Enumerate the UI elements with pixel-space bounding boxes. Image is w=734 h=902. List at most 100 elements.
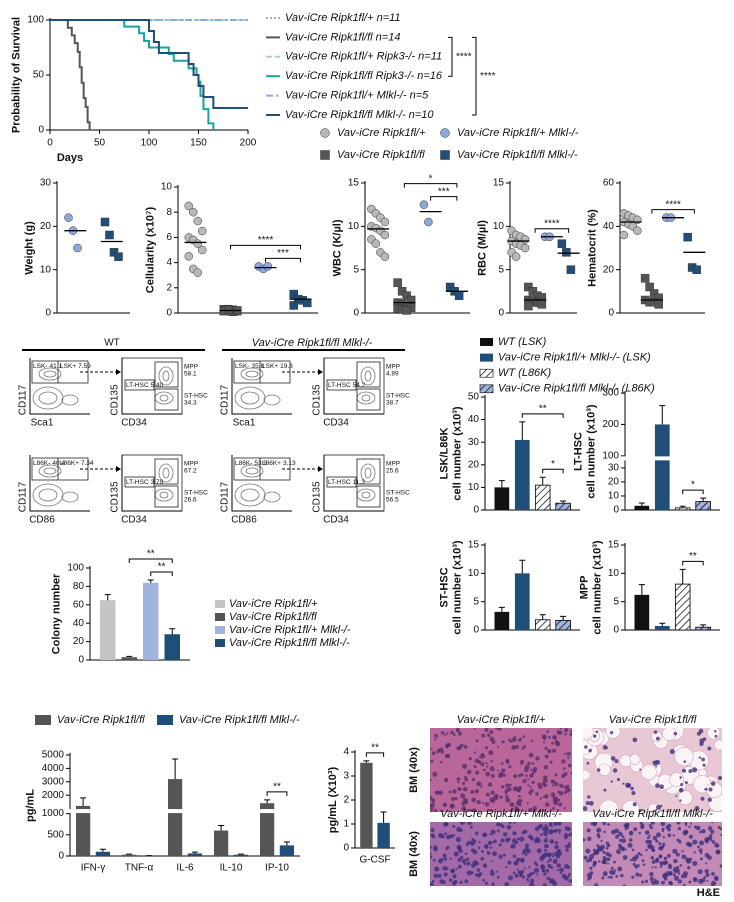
y-tick-label: 2000: [42, 790, 65, 801]
nucleus: [648, 844, 653, 849]
gate-label: 67.2: [184, 468, 197, 475]
nucleus: [615, 834, 620, 839]
nucleus: [476, 873, 482, 878]
nucleus: [547, 853, 551, 857]
nucleus: [557, 822, 562, 826]
contour: [38, 488, 58, 502]
nucleus: [553, 822, 558, 826]
nucleus: [598, 860, 601, 863]
gate-label: L86K+ 7.34: [60, 460, 94, 467]
significance-label: ****: [258, 235, 274, 246]
nucleus: [701, 757, 705, 762]
data-point: [511, 252, 521, 261]
nucleus: [559, 871, 563, 875]
y-axis-label: CD135: [110, 481, 121, 513]
nucleus: [513, 774, 518, 779]
legend-label: Vav-iCre Ripk1fl/+ Ripk3-/- n=11: [285, 51, 442, 63]
nucleus: [547, 863, 552, 868]
nucleus: [607, 823, 610, 826]
gate-label: 5.40: [151, 382, 164, 389]
error-bar: [679, 505, 686, 508]
nucleus: [529, 773, 534, 778]
nucleus: [444, 753, 449, 759]
nucleus: [634, 854, 639, 860]
nucleus: [549, 760, 553, 764]
nucleus: [430, 759, 434, 764]
data-point: [371, 239, 381, 248]
nucleus: [518, 794, 521, 798]
nucleus: [610, 756, 616, 761]
nucleus: [621, 838, 627, 844]
nucleus: [489, 766, 495, 772]
y-tick-label: 200: [602, 419, 619, 430]
legend-label: Vav-iCre Ripk1fl/fl Mlkl-/- n=10: [285, 109, 434, 121]
x-tick-label: 150: [190, 138, 207, 149]
nucleus: [478, 760, 481, 763]
nucleus: [613, 860, 616, 864]
nucleus: [529, 785, 532, 788]
nucleus: [504, 791, 508, 795]
nucleus: [513, 735, 516, 738]
data-point: [109, 248, 119, 257]
significance-bracket: [265, 257, 301, 263]
significance-label: ****: [544, 218, 560, 229]
significance-bracket: [534, 228, 570, 233]
nucleus: [658, 842, 662, 846]
nucleus: [563, 875, 569, 881]
nucleus: [630, 786, 634, 791]
y-axis-label: Weight (g): [23, 221, 35, 275]
y-tick-label: 0: [166, 308, 172, 319]
nucleus: [706, 879, 709, 882]
nucleus: [588, 748, 592, 753]
y-axis-label: CD117: [220, 384, 231, 415]
legend-marker: [440, 128, 450, 138]
bar: [494, 611, 510, 630]
nucleus: [440, 750, 445, 754]
nucleus: [524, 852, 528, 856]
nucleus: [685, 841, 691, 847]
data-point: [683, 232, 692, 242]
x-tick-label: 50: [94, 138, 106, 149]
bar: [555, 619, 571, 631]
y-tick-label: 0: [38, 125, 44, 136]
nucleus: [456, 746, 460, 751]
bar: [100, 600, 116, 660]
contour: [361, 394, 371, 402]
significance-label: **: [147, 549, 155, 560]
data-point: [619, 230, 629, 240]
nucleus: [533, 839, 538, 844]
gate: [356, 458, 381, 485]
nucleus: [711, 872, 715, 876]
nucleus: [603, 857, 608, 862]
nucleus: [640, 823, 645, 828]
nucleus: [513, 831, 517, 835]
nucleus: [563, 728, 569, 733]
nucleus: [514, 863, 517, 866]
gate-label: L86K-: [33, 460, 50, 467]
nucleus: [505, 783, 510, 788]
nucleus: [650, 822, 655, 825]
nucleus: [490, 790, 495, 795]
nucleus: [553, 736, 557, 740]
nucleus: [609, 731, 614, 735]
legend-swatch: [479, 368, 494, 378]
significance-bracket: [365, 752, 385, 757]
nucleus: [456, 826, 462, 832]
legend-label: Vav-iCre Ripk1fl/fl Mlkl-/-: [179, 714, 300, 726]
error-bar: [363, 760, 370, 763]
nucleus: [583, 855, 588, 860]
nucleus: [612, 768, 618, 773]
nucleus: [510, 845, 514, 849]
error-bar: [80, 797, 87, 806]
nucleus: [559, 783, 564, 788]
nucleus: [645, 839, 650, 844]
data-point: [289, 301, 298, 310]
nucleus: [520, 859, 524, 863]
legend-label: Vav-iCre Ripk1fl/+: [229, 598, 318, 610]
significance-bracket: [682, 489, 704, 495]
nucleus: [495, 870, 498, 873]
nucleus: [610, 866, 614, 870]
nucleus: [699, 830, 703, 834]
nucleus: [452, 733, 456, 736]
y-axis-label: CD117: [18, 384, 29, 415]
